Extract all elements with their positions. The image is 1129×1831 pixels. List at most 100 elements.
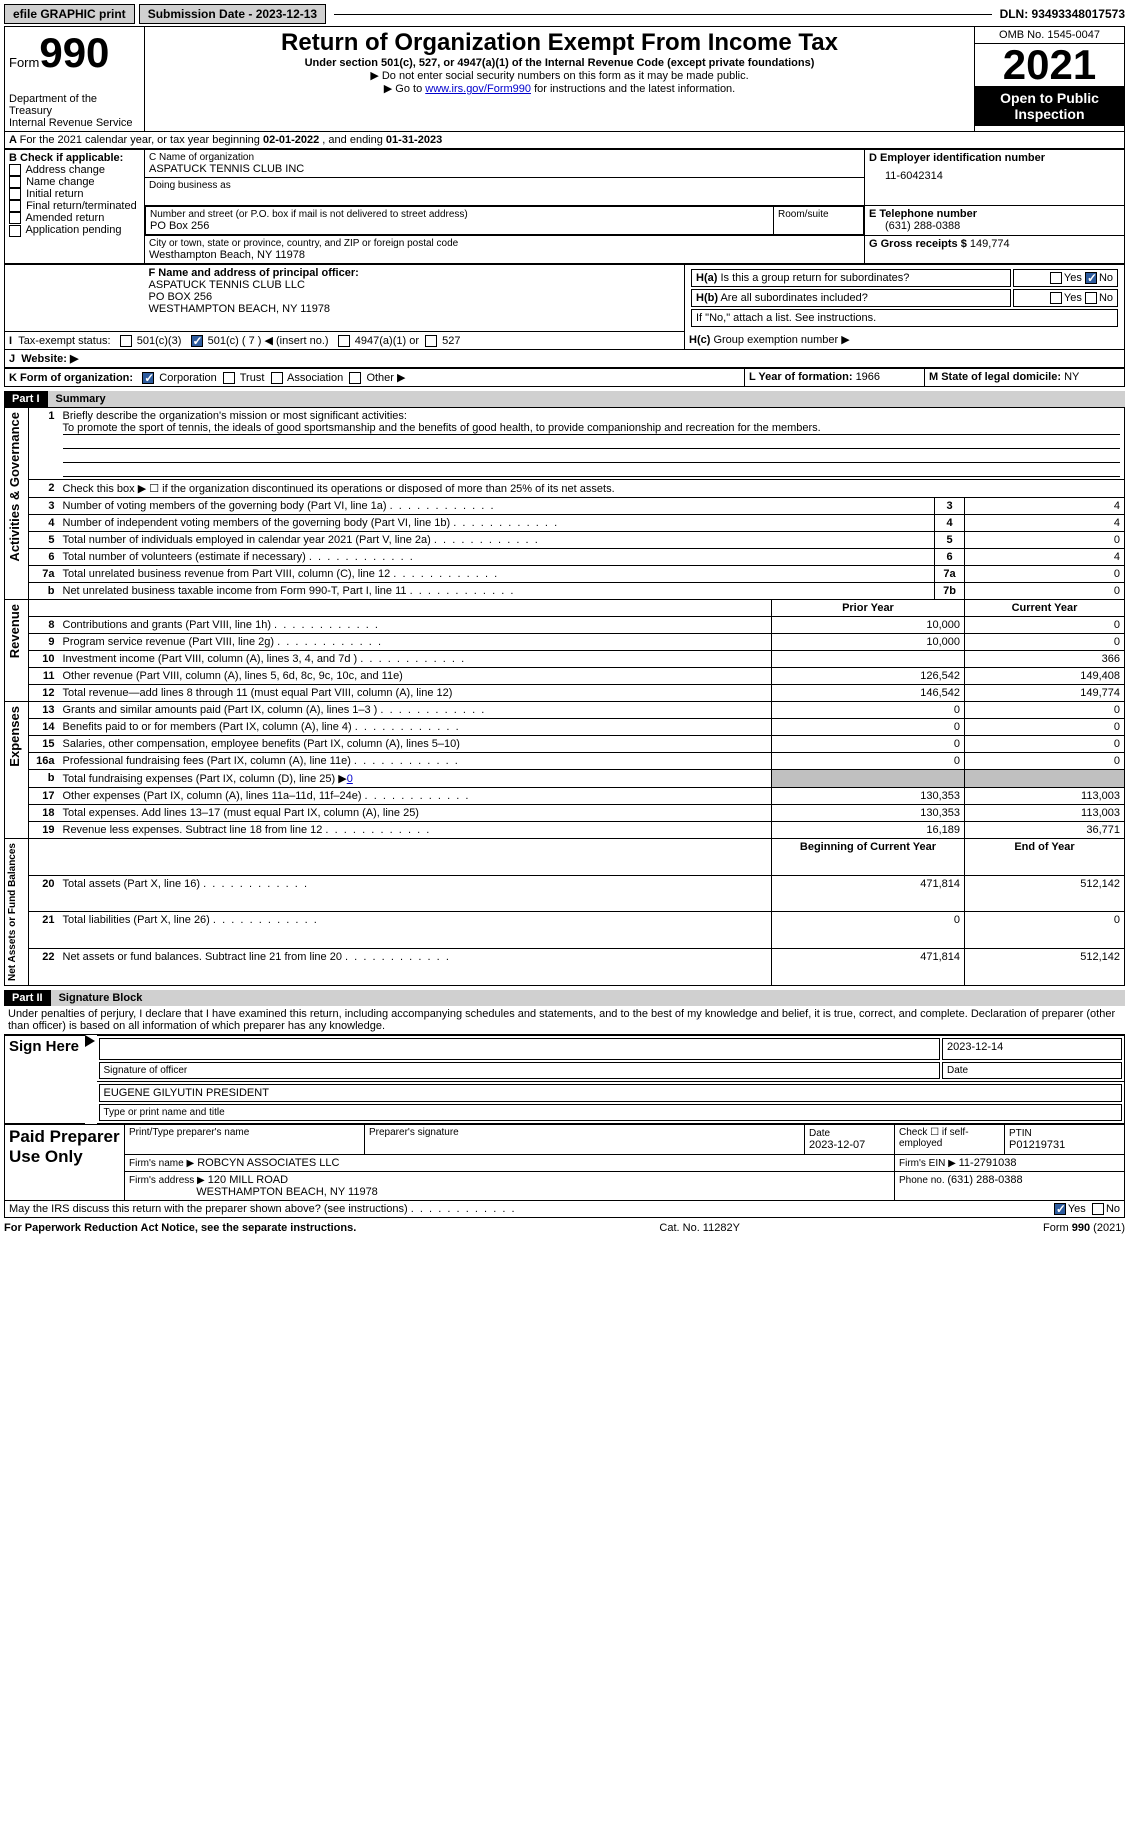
- l16b-link[interactable]: 0: [347, 773, 353, 785]
- h-b-label: H(b) Are all subordinates included?: [691, 289, 1011, 307]
- entity-block: B Check if applicable: Address change Na…: [4, 149, 1125, 264]
- footer-right: Form 990 (2021): [1043, 1222, 1125, 1234]
- officer-name: EUGENE GILYUTIN PRESIDENT: [99, 1084, 1123, 1102]
- p17: 130,353: [771, 787, 964, 804]
- section-c-room: Room/suite: [774, 207, 864, 235]
- checkbox-ha-no[interactable]: [1085, 272, 1097, 284]
- i-o3: 4947(a)(1) or: [355, 335, 419, 347]
- checkbox-address-change[interactable]: [9, 164, 21, 176]
- officer-name-label: Type or print name and title: [99, 1104, 1123, 1121]
- irs-link[interactable]: www.irs.gov/Form990: [425, 83, 531, 95]
- efile-button[interactable]: efile GRAPHIC print: [4, 4, 135, 24]
- p12: 146,542: [771, 684, 964, 701]
- officer-line1: ASPATUCK TENNIS CLUB LLC: [149, 279, 681, 291]
- checkbox-other[interactable]: [349, 372, 361, 384]
- tax-year: 2021: [975, 44, 1124, 86]
- footer-mid: Cat. No. 11282Y: [659, 1222, 740, 1234]
- firm-phone-cell: Phone no. (631) 288-0388: [895, 1171, 1125, 1200]
- checkbox-application-pending[interactable]: [9, 225, 21, 237]
- b-opt-0-text: Address change: [25, 164, 105, 176]
- section-k: K Form of organization: Corporation Trus…: [5, 368, 745, 386]
- h-no-2: No: [1099, 292, 1113, 304]
- checkbox-final-return[interactable]: [9, 200, 21, 212]
- checkbox-name-change[interactable]: [9, 176, 21, 188]
- checkbox-501c3[interactable]: [120, 335, 132, 347]
- l21: Total liabilities (Part X, line 26): [59, 912, 772, 949]
- side-netassets: Net Assets or Fund Balances: [5, 839, 20, 985]
- checkbox-hb-no[interactable]: [1085, 292, 1097, 304]
- firm-addr2: WESTHAMPTON BEACH, NY 11978: [196, 1186, 378, 1198]
- p16a: 0: [771, 752, 964, 769]
- l8: Contributions and grants (Part VIII, lin…: [59, 616, 772, 633]
- k-o4: Other ▶: [366, 372, 405, 384]
- section-j: J Website: ▶: [5, 349, 1125, 367]
- treasury-dept: Department of the Treasury: [9, 93, 140, 117]
- k-o2: Trust: [240, 372, 265, 384]
- b-opt-2-text: Initial return: [26, 188, 83, 200]
- part1-bar: Part I: [4, 391, 48, 407]
- checkbox-amended-return[interactable]: [9, 212, 21, 224]
- dln-label: DLN: 93493348017573: [1000, 7, 1125, 21]
- l17: Other expenses (Part IX, column (A), lin…: [59, 787, 772, 804]
- e-label: E Telephone number: [869, 208, 1120, 220]
- prep-name-label: Print/Type preparer's name: [129, 1127, 360, 1138]
- c16b-grey: [965, 769, 1125, 787]
- v3: 4: [965, 497, 1125, 514]
- f-label: F Name and address of principal officer:: [149, 267, 681, 279]
- checkbox-4947[interactable]: [338, 335, 350, 347]
- gross-receipts: 149,774: [970, 238, 1010, 250]
- m-val: NY: [1064, 371, 1079, 383]
- l6: Total number of volunteers (estimate if …: [59, 548, 935, 565]
- firm-ein-label: Firm's EIN ▶: [899, 1158, 959, 1169]
- b-opt-2: Initial return: [9, 188, 140, 200]
- top-bar: efile GRAPHIC print Submission Date - 20…: [4, 4, 1125, 24]
- prep-date-val: 2023-12-07: [809, 1139, 865, 1151]
- firm-name-label: Firm's name ▶: [129, 1158, 194, 1169]
- p18: 130,353: [771, 804, 964, 821]
- checkbox-assoc[interactable]: [271, 372, 283, 384]
- checkbox-501c[interactable]: [191, 335, 203, 347]
- end-year-header: End of Year: [965, 838, 1125, 875]
- l11: Other revenue (Part VIII, column (A), li…: [59, 667, 772, 684]
- section-c-name: C Name of organization ASPATUCK TENNIS C…: [145, 150, 865, 178]
- l5: Total number of individuals employed in …: [59, 531, 935, 548]
- l-val: 1966: [856, 371, 880, 383]
- c14: 0: [965, 718, 1125, 735]
- i-o4: 527: [442, 335, 460, 347]
- checkbox-527[interactable]: [425, 335, 437, 347]
- discuss-text: May the IRS discuss this return with the…: [9, 1203, 515, 1215]
- l9: Program service revenue (Part VIII, line…: [59, 633, 772, 650]
- sign-here-label: Sign Here: [5, 1035, 85, 1123]
- sig-date-val: 2023-12-14: [942, 1038, 1122, 1060]
- penalty-text: Under penalties of perjury, I declare th…: [4, 1006, 1125, 1035]
- h-a-text: Is this a group return for subordinates?: [720, 272, 909, 284]
- submission-date-button[interactable]: Submission Date - 2023-12-13: [139, 4, 326, 24]
- g-label: G Gross receipts $: [869, 238, 970, 250]
- line-a-end: 01-31-2023: [386, 134, 442, 146]
- checkbox-corp[interactable]: [142, 372, 154, 384]
- prep-sig-cell: Preparer's signature: [365, 1124, 805, 1154]
- k-label: K Form of organization:: [9, 372, 133, 384]
- part2-header: Part II Signature Block: [4, 990, 1125, 1006]
- h-yes-2: Yes: [1064, 292, 1082, 304]
- checkbox-hb-yes[interactable]: [1050, 292, 1062, 304]
- section-c-street-wrap: Number and street (or P.O. box if mail i…: [145, 206, 865, 236]
- checkbox-discuss-yes[interactable]: [1054, 1203, 1066, 1215]
- side-activities: Activities & Governance: [5, 408, 24, 566]
- l-label: L Year of formation:: [749, 371, 856, 383]
- city-label: City or town, state or province, country…: [149, 238, 860, 249]
- paid-preparer-label: Paid Preparer Use Only: [5, 1124, 125, 1200]
- h-b-answers: Yes No: [1013, 289, 1118, 307]
- dba-value: [149, 191, 860, 203]
- l15: Salaries, other compensation, employee b…: [59, 735, 772, 752]
- part1-header: Part I Summary: [4, 391, 1125, 407]
- part2-title: Signature Block: [51, 990, 1125, 1006]
- checkbox-discuss-no[interactable]: [1092, 1203, 1104, 1215]
- firm-addr-label: Firm's address ▶: [129, 1175, 205, 1186]
- page-footer: For Paperwork Reduction Act Notice, see …: [4, 1222, 1125, 1234]
- checkbox-ha-yes[interactable]: [1050, 272, 1062, 284]
- checkbox-trust[interactable]: [223, 372, 235, 384]
- checkbox-initial-return[interactable]: [9, 188, 21, 200]
- form-number: 990: [39, 29, 109, 76]
- p21: 0: [771, 912, 964, 949]
